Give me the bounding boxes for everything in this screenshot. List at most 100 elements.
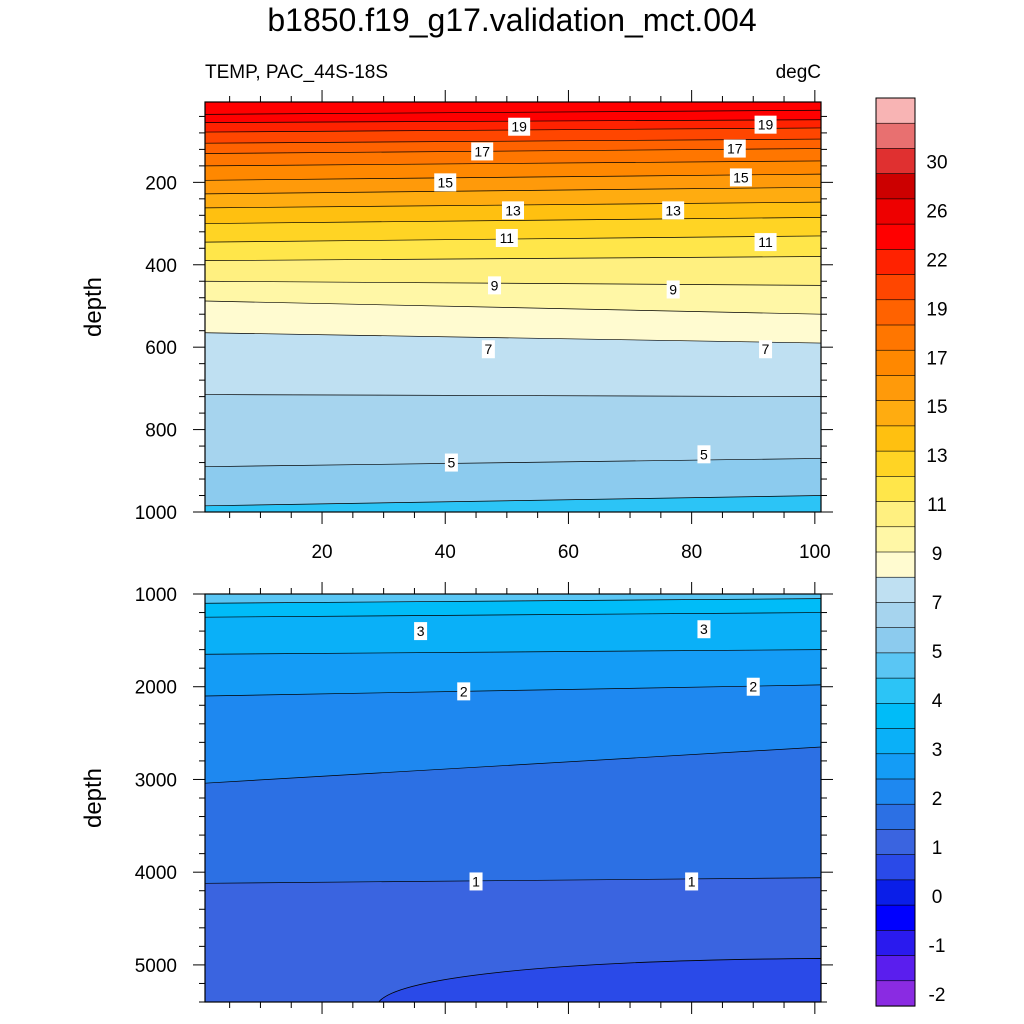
x-tick-label: 60 [558,542,579,563]
colorbar-label: 17 [926,348,947,369]
colorbar-segment [875,551,916,578]
colorbar-segment [875,249,916,276]
contour-label-box [754,115,777,134]
colorbar-segment [875,602,916,629]
contour-label-box [488,276,502,295]
contour-label-box [481,340,495,359]
colorbar-label: 13 [926,446,947,467]
contour-line [205,186,821,195]
y-axis-label: depth [80,768,107,828]
contour-label-box [662,201,685,220]
y-axis-label: depth [80,277,107,337]
contour-label: 3 [417,623,425,639]
x-tick-label: 40 [435,542,456,563]
colorbar-segment [875,324,916,351]
x-tick-label: 20 [311,542,332,563]
y-tick-label: 1000 [135,585,177,606]
x-tick-label: 80 [681,542,702,563]
contour-label-box [495,228,518,247]
y-tick-label: 1000 [135,503,177,524]
colorbar-segment [875,425,916,452]
contour-label: 3 [700,621,708,637]
colorbar-segment [875,476,916,503]
contour-label-box [434,173,457,192]
colorbar-label: 5 [932,642,943,663]
contour-label: 1 [688,873,696,889]
contour-label-box [697,620,711,639]
contour-label: 2 [460,683,468,699]
colorbar-segment [875,854,916,881]
contour-label: 9 [491,277,499,293]
colorbar-segment [875,576,916,604]
colorbar-segment [875,829,916,856]
contour-line [205,495,821,507]
colorbar-segment [875,501,916,528]
contour-line [205,300,821,315]
contour-label: 7 [484,341,492,357]
colorbar-segment [875,627,916,654]
contour-line [205,649,821,655]
colorbar-label: 3 [932,740,943,761]
contour-line [205,458,821,468]
contour-label-box [723,139,746,158]
colorbar-segment [875,703,916,730]
contour-label: 7 [762,341,770,357]
contour-label-box [508,117,531,136]
y-tick-label: 200 [145,173,177,194]
colorbar-segment [875,173,916,200]
contour-line [205,877,821,884]
colorbar-segment [875,223,916,250]
colorbar-label: 2 [932,789,943,810]
contour-label-box [414,622,428,641]
contour-label: 15 [733,169,749,185]
colorbar-segment [875,955,916,982]
contour-label-box [469,872,483,891]
colorbar-segment [875,904,916,931]
colorbar-segment [875,122,916,150]
contour-line [205,746,821,784]
contour-label: 5 [700,446,708,462]
y-tick-label: 2000 [135,678,177,699]
colorbar-segment [875,299,916,326]
contour-label: 19 [758,117,774,133]
contour-label: 11 [500,230,515,246]
colorbar-segment [875,879,916,906]
colorbar-segment [875,677,916,704]
colorbar-label: 9 [932,544,943,565]
contour-label-box [444,453,458,472]
colorbar-segment [875,349,916,377]
contour-fill-group [205,102,821,512]
contour-label: 9 [669,281,677,297]
contour-label-box [746,677,760,696]
colorbar-segment [875,198,916,225]
field-subtitle: TEMP, PAC_44S-18S [205,62,389,83]
contour-line [205,280,821,286]
chart-title: b1850.f19_g17.validation_mct.004 [267,2,757,38]
contour-label: 13 [665,202,681,218]
contour-label-box [666,280,680,299]
contour-label-box [754,233,777,252]
colorbar-segment [875,778,916,805]
colorbar-label: 30 [926,152,947,173]
colorbar-label: 26 [926,201,947,222]
colorbar-segment [875,526,916,553]
colorbar-segment [875,97,916,124]
plot-frame [204,101,822,513]
y-tick-label: 4000 [135,863,177,884]
contour-label: 19 [511,119,527,135]
contour-line [205,256,821,261]
colorbar-label: -1 [929,936,946,957]
colorbar-label: -2 [929,985,946,1006]
contour-line [205,109,821,115]
contour-line [205,138,821,144]
colorbar-segment [875,803,916,831]
contour-label-box [457,682,471,701]
contour-line [205,612,821,618]
contour-band [205,495,821,512]
contour-label-box [685,872,699,891]
colorbar-segment [875,148,916,175]
colorbar-segment [875,450,916,477]
colorbar-label: 15 [926,397,947,418]
contour-label-box [697,445,711,464]
contour-label: 15 [437,174,453,190]
